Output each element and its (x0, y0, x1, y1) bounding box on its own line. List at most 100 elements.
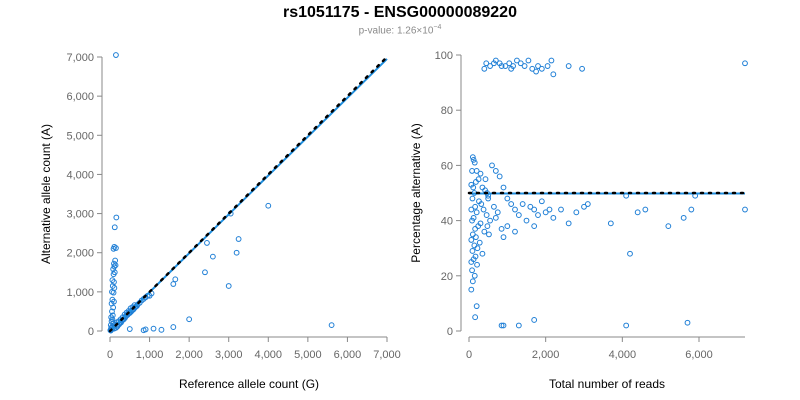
panel2-data-point (468, 206, 475, 213)
panel2-data-point (544, 63, 551, 69)
panel2-data-point (473, 168, 480, 174)
panel2-data-point (487, 63, 493, 69)
panel2-x-tick-label: 2,000 (532, 349, 560, 361)
panel2-data-point (469, 154, 476, 161)
panel2-data-point (474, 261, 480, 268)
panel2-data-point (486, 231, 492, 238)
panel2-data-point (546, 206, 553, 213)
panel2-data-point (485, 195, 492, 202)
panel2-data-point (469, 267, 475, 274)
panel2-data-point (579, 65, 585, 72)
panel1-data-point (225, 283, 232, 289)
panel1-data-point (235, 236, 242, 242)
panel2-data-point (481, 228, 488, 235)
panel2-data-point (504, 223, 511, 230)
panel2-data-point (512, 228, 518, 235)
panel1-y-tick-label: 6,000 (66, 91, 94, 103)
panel2-data-point (527, 203, 534, 210)
panel2-data-point (498, 225, 505, 232)
panel1-x-axis-label: Reference allele count (G) (179, 377, 319, 391)
panel2-data-point (482, 176, 489, 183)
panel2-data-point (468, 259, 475, 265)
panel1-y-tick-label: 1,000 (66, 287, 94, 299)
panel2-data-point (492, 214, 499, 221)
panel2-data-point (742, 206, 748, 213)
panel2-data-point (519, 201, 526, 207)
panel2-data-point (469, 217, 475, 224)
panel2-data-point (584, 201, 591, 207)
panel2-y-axis-label: Percentage alternative (A) (409, 123, 423, 262)
panel2-data-point (627, 250, 633, 257)
panel1-x-tick-label: 3,000 (215, 349, 243, 361)
panel2-data-point (472, 314, 479, 321)
panel2-data-point (484, 223, 491, 230)
panel2-x-tick-label: 6,000 (685, 349, 713, 361)
chart-title: rs1051175 - ENSG00000089220 (283, 4, 517, 21)
panel2-data-point (471, 159, 478, 166)
panel1-data-point (110, 245, 117, 252)
panel2-data-point (474, 245, 481, 252)
panel2-data-point (481, 65, 488, 72)
panel1-data-point (170, 324, 177, 330)
panel2-data-point (514, 57, 520, 64)
panel2-data-point (538, 65, 545, 72)
panel2-data-point (492, 57, 499, 64)
panel2-data-point (483, 212, 490, 218)
panel2-data-point (742, 60, 748, 67)
panel2-data-point (480, 206, 487, 213)
panel2-data-point (473, 209, 480, 216)
panel1-data-point (186, 316, 193, 323)
panel2-data-point (548, 57, 555, 64)
panel2-data-point (531, 206, 538, 213)
panel2-data-point (500, 234, 507, 241)
panel2-data-point (469, 248, 476, 254)
panel2-data-point (517, 60, 524, 67)
panel2-data-point (496, 173, 503, 180)
panel2-y-tick-label: 0 (447, 326, 453, 338)
panel2-data-point (581, 203, 587, 210)
panel2-data-point (512, 206, 518, 213)
panel1-data-point (111, 279, 117, 285)
panel2-data-point (473, 234, 479, 241)
panel2-data-point (607, 220, 614, 227)
panel2-y-tick-label: 20 (441, 271, 453, 283)
panel2-data-point (487, 217, 493, 224)
panel2-data-point (515, 212, 522, 218)
panel2-data-point (531, 317, 538, 323)
panel2-data-point (473, 303, 480, 310)
panel1-data-point (204, 240, 210, 246)
panel2-data-point (515, 322, 522, 329)
panel2-data-point (470, 156, 477, 163)
panel2-data-point (529, 65, 536, 72)
panel2-x-axis-label: Total number of reads (549, 377, 665, 391)
panel1-data-point (142, 326, 149, 333)
panel2-data-point (473, 179, 479, 185)
chart-subtitle: p-value: 1.26×10−4 (0, 24, 800, 36)
panel2-data-point (634, 209, 641, 216)
panel1-y-tick-label: 4,000 (66, 169, 94, 181)
panel2-data-point (688, 206, 695, 213)
panel1-data-point (265, 202, 272, 209)
panel2-x-tick-label: 4,000 (609, 349, 637, 361)
panel2-data-point (542, 209, 549, 216)
panel2-y-tick-label: 100 (435, 50, 453, 62)
panel2-data-point (525, 57, 532, 64)
panel2-data-point (472, 225, 479, 232)
panel1-y-tick-label: 2,000 (66, 248, 94, 260)
panel1-x-tick-label: 0 (107, 349, 113, 361)
panel2-data-point (469, 195, 476, 202)
panel2-y-tick-label: 40 (441, 216, 453, 228)
panel1-data-point (110, 271, 117, 278)
panel2-data-point (492, 168, 499, 174)
panel1-data-point (209, 253, 216, 260)
panel2-data-point (469, 231, 476, 238)
panel1-x-tick-label: 5,000 (294, 349, 322, 361)
panel1-data-point (233, 249, 240, 256)
panel2-data-point (550, 214, 557, 221)
panel2-data-point (565, 220, 572, 227)
panel1-y-tick-label: 0 (88, 326, 94, 338)
panel2-data-point (472, 203, 479, 210)
panel1-y-tick-label: 3,000 (66, 209, 94, 221)
panel2-data-point (531, 223, 538, 230)
